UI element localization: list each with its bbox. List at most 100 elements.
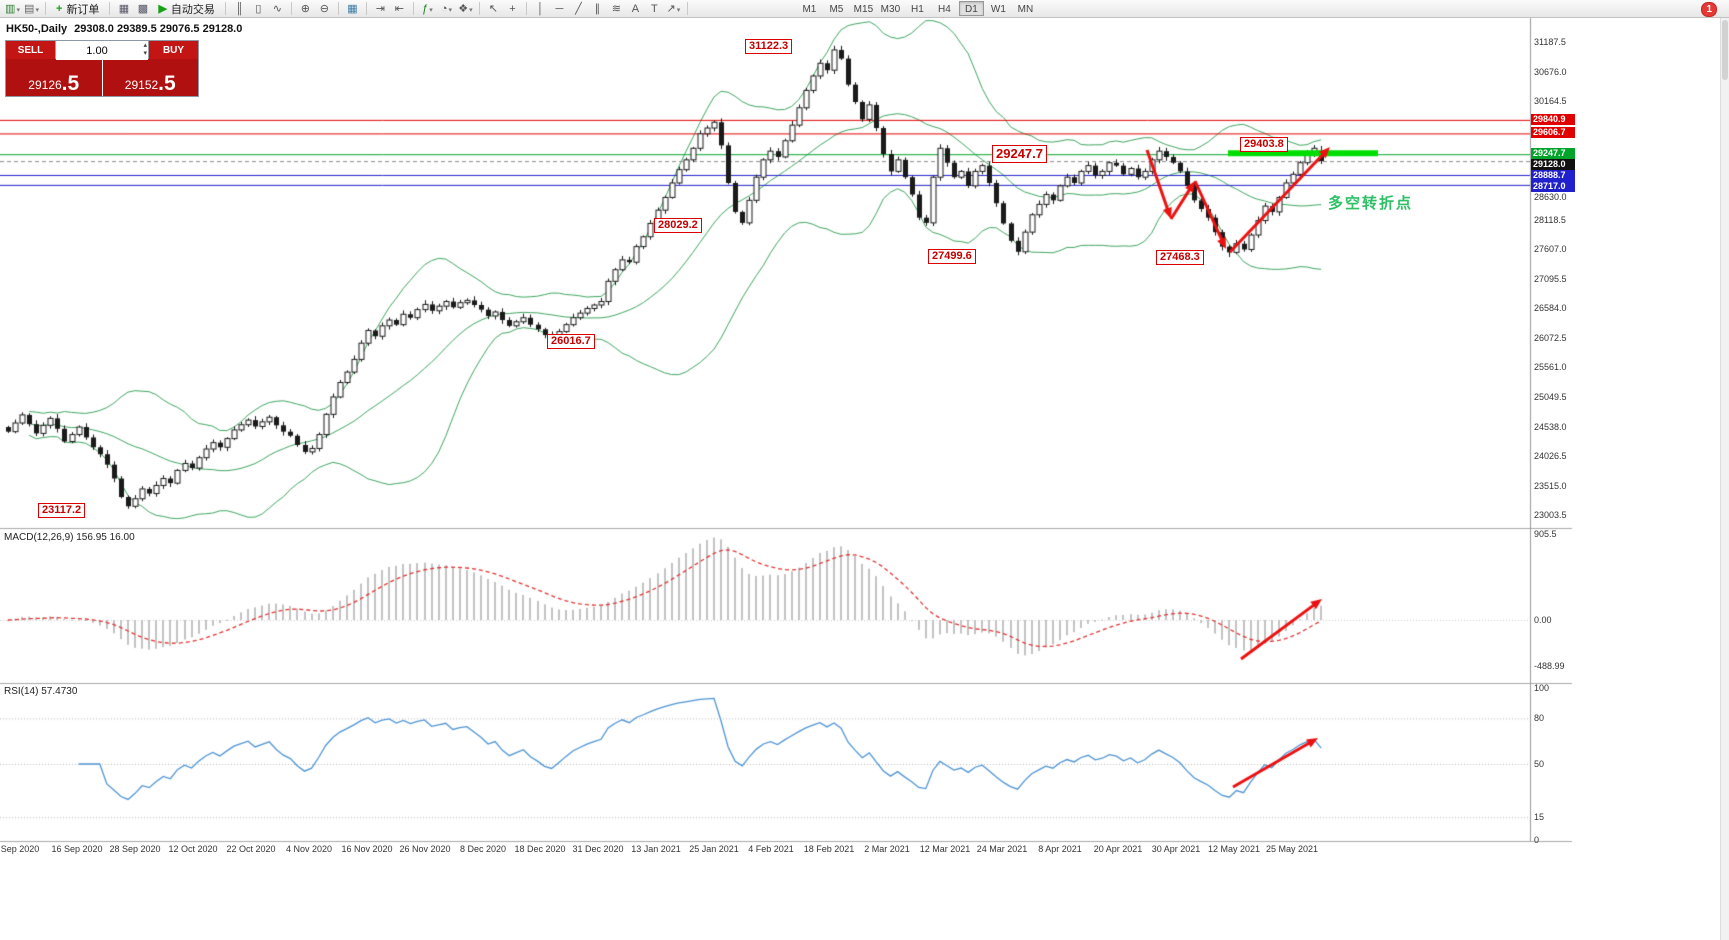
timeframe-w1[interactable]: W1	[986, 1, 1011, 16]
timeframe-h4[interactable]: H4	[932, 1, 957, 16]
chevron-down-icon: ▾	[469, 6, 473, 14]
price-axis-label: 23515.0	[1534, 480, 1567, 491]
one-click-trading-panel: SELL ▴▾ BUY 29126.5 29152.5	[5, 40, 199, 97]
new-chart-icon[interactable]: ▥▾	[5, 2, 20, 15]
price-annotation: 29247.7	[992, 145, 1047, 163]
price-axis-label: 25561.0	[1534, 362, 1567, 373]
date-axis-label: 8 Dec 2020	[459, 844, 507, 854]
chart-profiles-icon[interactable]: ▤▾	[24, 2, 39, 15]
crosshair-icon[interactable]: +	[509, 2, 516, 15]
price-level-tag: 29606.7	[1531, 127, 1575, 139]
macd-axis-label: 905.5	[1534, 529, 1557, 539]
toolbar-separator	[337, 2, 339, 15]
zoom-out-icon[interactable]: ⊖	[319, 2, 330, 15]
volume-input[interactable]	[56, 42, 148, 60]
timeframe-m5[interactable]: M5	[824, 1, 849, 16]
price-axis-label: 27095.5	[1534, 273, 1567, 284]
timeframe-h1[interactable]: H1	[905, 1, 930, 16]
chart-window-icon[interactable]: ▦	[118, 2, 130, 15]
date-axis-label: 4 Feb 2021	[748, 844, 794, 854]
timeframe-mn[interactable]: MN	[1013, 1, 1038, 16]
autotrade-button-label: 自动交易	[170, 3, 215, 16]
rsi-axis-label: 100	[1534, 683, 1550, 693]
date-axis-label: 18 Feb 2021	[803, 844, 855, 854]
annotation-note-cn: 多空转折点	[1328, 195, 1414, 212]
volume-field: ▴▾	[55, 41, 149, 60]
sell-button[interactable]: SELL	[6, 41, 55, 59]
new-order-button[interactable]: + 新订单	[50, 1, 105, 17]
toolbar-separator	[525, 2, 527, 15]
price-annotation: 26016.7	[547, 334, 595, 349]
date-axis-label: 18 Dec 2020	[514, 844, 566, 854]
notification-badge[interactable]: 1	[1701, 2, 1717, 17]
buy-button[interactable]: BUY	[149, 41, 198, 59]
price-axis-label: 24538.0	[1534, 421, 1567, 432]
price-annotation: 29403.8	[1240, 137, 1288, 152]
timeframe-m15[interactable]: M15	[851, 1, 876, 16]
vertical-scrollbar[interactable]	[1720, 18, 1729, 940]
date-axis-label: 22 Oct 2020	[226, 844, 276, 854]
price-level-tag: 29247.7	[1531, 148, 1575, 160]
price-annotation: 28029.2	[654, 218, 702, 233]
new-order-icon: +	[56, 2, 63, 15]
tile-windows-icon[interactable]: ▦	[347, 2, 358, 15]
price-annotation: 27468.3	[1156, 250, 1204, 265]
price-axis-label: 23003.5	[1534, 510, 1567, 521]
date-axis-label: 13 Jan 2021	[631, 844, 681, 854]
equidistant-channel-icon[interactable]: ∥	[594, 2, 601, 15]
volume-up-icon[interactable]: ▴	[143, 42, 147, 49]
date-axis-label: 28 Sep 2020	[109, 844, 161, 854]
price-axis-label: 31187.5	[1534, 37, 1566, 47]
text-icon[interactable]: A	[631, 2, 640, 15]
zoom-in-icon[interactable]: ⊕	[300, 2, 311, 15]
candlestick-chart-type-icon[interactable]: ▯	[255, 2, 262, 15]
date-axis-label: 16 Nov 2020	[341, 844, 393, 854]
ohlc-values: 29308.0 29389.5 29076.5 29128.0	[74, 23, 243, 35]
chart-window-2-icon[interactable]: ▩	[137, 2, 149, 15]
periods-icon[interactable]: ◔▾	[440, 2, 452, 15]
timeframe-m1[interactable]: M1	[797, 1, 822, 16]
horizontal-line-icon[interactable]: ─	[555, 2, 564, 15]
chart-shift-icon[interactable]: ⇤	[394, 2, 405, 15]
timeframe-m30[interactable]: M30	[878, 1, 903, 16]
bar-chart-type-icon[interactable]: ║	[235, 2, 244, 15]
sell-price[interactable]: 29126.5	[6, 59, 102, 96]
cursor-icon[interactable]: ↖	[488, 2, 499, 15]
autotrade-button[interactable]: ▶ 自动交易	[152, 1, 220, 17]
date-axis-label: 2 Mar 2021	[864, 844, 910, 854]
line-chart-type-icon[interactable]: ∿	[272, 2, 283, 15]
date-axis-label: 12 May 2021	[1207, 844, 1261, 854]
rsi-axis-label: 50	[1534, 759, 1545, 769]
date-axis-label: 30 Apr 2021	[1151, 844, 1201, 854]
date-axis-label: 31 Dec 2020	[572, 844, 624, 854]
price-annotation: 31122.3	[745, 39, 793, 54]
volume-spinner[interactable]: ▴ ▾	[143, 42, 147, 58]
date-axis-label: Sep 2020	[0, 844, 40, 854]
date-axis-label: 26 Nov 2020	[399, 844, 451, 854]
chevron-down-icon: ▾	[429, 6, 433, 14]
toolbar-separator	[412, 2, 414, 15]
chart-title: HK50-,Daily 29308.0 29389.5 29076.5 29128…	[6, 23, 242, 35]
scrollbar-thumb[interactable]	[1722, 20, 1728, 80]
indicators-icon[interactable]: ƒ▾	[422, 2, 433, 15]
sell-price-main: 29126	[28, 78, 62, 92]
templates-icon[interactable]: ❖▾	[458, 2, 473, 15]
auto-scroll-icon[interactable]: ⇥	[375, 2, 386, 15]
volume-down-icon[interactable]: ▾	[143, 50, 147, 57]
chevron-down-icon: ▾	[676, 6, 681, 14]
arrows-objects-icon[interactable]: ↗▾	[666, 2, 681, 15]
buy-price[interactable]: 29152.5	[102, 59, 198, 96]
price-level-tag: 29128.0	[1531, 159, 1575, 171]
date-axis-label: 16 Sep 2020	[51, 844, 103, 854]
text-label-icon[interactable]: T	[651, 2, 658, 15]
price-level-tag: 28717.0	[1531, 181, 1575, 193]
price-axis-label: 26584.0	[1534, 303, 1567, 314]
fibonacci-retracement-icon[interactable]: ≋	[611, 2, 622, 15]
trendline-icon[interactable]: ╱	[575, 2, 582, 15]
price-axis-label: 24026.5	[1534, 451, 1567, 462]
timeframe-d1[interactable]: D1	[958, 1, 984, 16]
vertical-line-icon[interactable]: │	[536, 2, 544, 15]
rsi-indicator-label: RSI(14) 57.4730	[4, 686, 78, 697]
macd-axis-label: -488.99	[1534, 661, 1565, 672]
